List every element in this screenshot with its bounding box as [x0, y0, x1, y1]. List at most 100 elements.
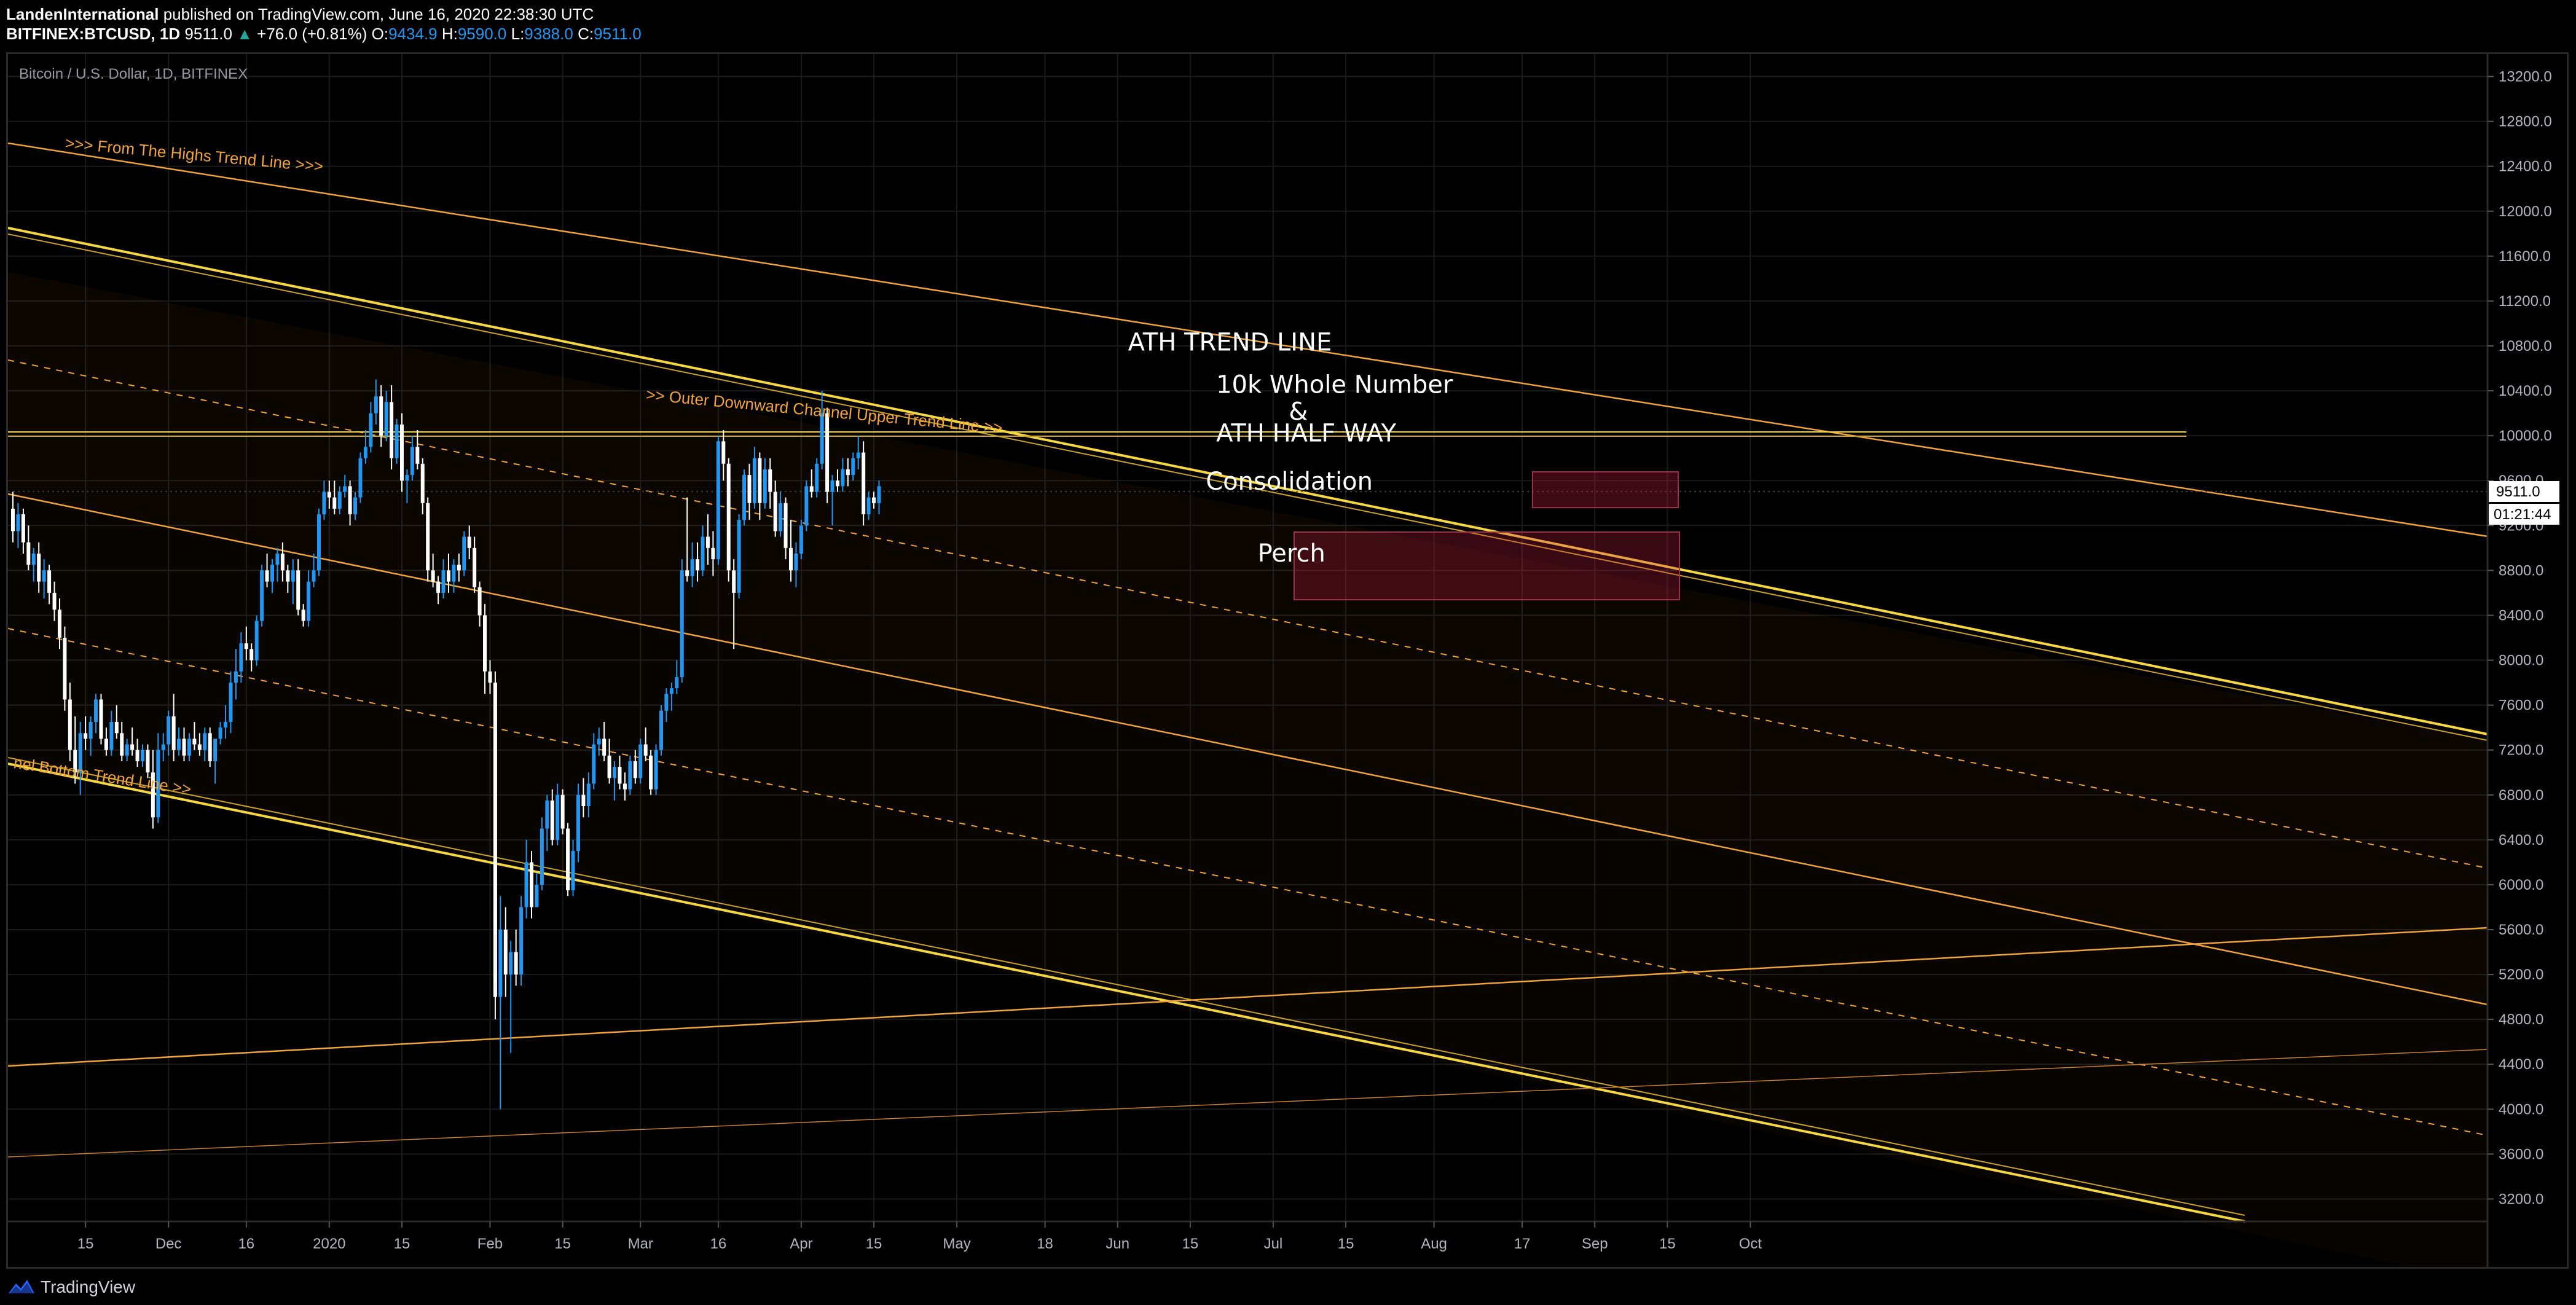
- candle-body: [721, 441, 726, 464]
- perch-zone-box[interactable]: [1294, 531, 1680, 600]
- candle: [405, 469, 409, 503]
- candle: [286, 565, 290, 593]
- candle-body: [275, 553, 280, 565]
- price-tick-label: 4000.0: [2499, 1101, 2543, 1118]
- candle: [441, 559, 446, 599]
- candle-body: [628, 761, 632, 790]
- tradingview-brand[interactable]: TradingView: [41, 1277, 136, 1296]
- candle-series: [11, 379, 881, 1110]
- candle: [358, 452, 363, 503]
- time-tick-label: Jun: [1105, 1236, 1129, 1252]
- candle-body: [586, 783, 591, 807]
- price-tick-label: 11200.0: [2499, 293, 2551, 310]
- time-tick-label: 15: [1182, 1236, 1199, 1252]
- price-tick-label: 3200.0: [2499, 1191, 2543, 1207]
- candle: [711, 531, 715, 576]
- candle: [597, 727, 601, 756]
- candle: [213, 739, 218, 784]
- candle-body: [177, 739, 181, 750]
- annotation-text: 10k Whole Number: [1216, 371, 1453, 399]
- time-tick-label: 16: [238, 1236, 254, 1252]
- candle: [721, 430, 726, 481]
- candle-body: [711, 547, 715, 560]
- candle: [804, 480, 809, 531]
- trendline-channel-mid[interactable]: [8, 493, 2488, 1006]
- candle: [322, 480, 326, 520]
- candle-body: [835, 480, 839, 487]
- candle: [141, 744, 144, 767]
- candle: [498, 896, 503, 1110]
- annotation-text: ATH HALF WAY: [1216, 419, 1397, 447]
- candle-body: [265, 570, 269, 582]
- trendline-outer-upper[interactable]: [8, 227, 2488, 735]
- candle-body: [535, 884, 539, 907]
- candle-body: [613, 767, 617, 778]
- trendline-rising-lower[interactable]: [8, 1049, 2488, 1158]
- candle-body: [63, 638, 67, 700]
- author-name[interactable]: LandenInternational: [6, 5, 159, 23]
- header-bar: LandenInternational published on Trading…: [0, 0, 2576, 49]
- low-value: 9388.0: [524, 25, 573, 43]
- candle-body: [622, 783, 627, 790]
- candle: [265, 553, 269, 587]
- candle-body: [146, 750, 150, 773]
- candle: [171, 694, 176, 761]
- trend-lines[interactable]: [8, 142, 2488, 1223]
- candle-body: [213, 739, 218, 761]
- candle: [68, 683, 72, 761]
- consolidation-zone-box[interactable]: [1532, 471, 1679, 508]
- candle: [747, 463, 752, 520]
- candle-body: [592, 744, 596, 784]
- candle-body: [742, 475, 747, 520]
- candle-body: [809, 486, 814, 492]
- trendline-outer-upper-2[interactable]: [8, 233, 2488, 741]
- candle: [203, 727, 207, 761]
- candle-body: [452, 565, 456, 582]
- trendline-rising-support[interactable]: [8, 927, 2488, 1067]
- candle-body: [125, 744, 129, 756]
- candle: [773, 480, 777, 537]
- chart-frame[interactable]: >>> From The Highs Trend Line >>> >> Oute…: [6, 52, 2569, 1269]
- trendline-channel-bottom[interactable]: [8, 762, 2245, 1223]
- candle-body: [467, 536, 471, 548]
- candle: [607, 739, 611, 784]
- time-tick-label: Feb: [477, 1236, 503, 1252]
- candle: [550, 789, 554, 845]
- zone-boxes[interactable]: [1294, 471, 1680, 600]
- tradingview-logo-icon[interactable]: [7, 1277, 36, 1296]
- candle-body: [872, 497, 876, 503]
- candle-body: [524, 862, 528, 907]
- price-axis[interactable]: 3200.0 3600.0 4000.0 4400.0 4800.0 5200.0 5600…: [2486, 54, 2552, 1267]
- candle-body: [358, 458, 363, 498]
- candle-body: [141, 750, 144, 761]
- candle: [659, 705, 663, 756]
- candle: [229, 671, 233, 734]
- candle-body: [384, 402, 388, 436]
- price-tick-label: 6800.0: [2499, 787, 2543, 804]
- price-tick-label: 10400.0: [2499, 383, 2552, 399]
- candle: [280, 542, 285, 582]
- candle-body: [477, 587, 482, 616]
- chart-svg[interactable]: >>> From The Highs Trend Line >>>>> Oute…: [8, 54, 2567, 1267]
- annotation-text: Consolidation: [1206, 468, 1373, 496]
- candle-body: [224, 722, 228, 728]
- candle: [622, 772, 627, 801]
- candle-body: [312, 570, 316, 582]
- price-tick-label: 10800.0: [2499, 338, 2552, 355]
- trendline-dashed-lower[interactable]: [8, 628, 2488, 1136]
- trendline-channel-bottom-2[interactable]: [8, 757, 2245, 1216]
- candle-body: [57, 609, 61, 638]
- time-tick-label: 15: [1659, 1236, 1676, 1252]
- candle-body: [685, 570, 689, 576]
- time-axis[interactable]: 15 Dec 16 2020 15 Feb 15 Mar 16 Apr 15 May 18 Jun 15 Ju…: [8, 1220, 2488, 1252]
- candle: [763, 458, 767, 509]
- candle-body: [602, 739, 607, 756]
- candle: [182, 727, 186, 761]
- trendline-dashed-upper[interactable]: [8, 359, 2488, 869]
- trendline-from-highs[interactable]: [8, 142, 2488, 538]
- chart-annotations: ATH TREND LINE 10k Whole Number&ATH HALF …: [1128, 328, 1453, 567]
- candle: [156, 733, 160, 823]
- candle: [524, 839, 528, 919]
- candle-body: [239, 643, 243, 672]
- candle-body: [130, 744, 135, 750]
